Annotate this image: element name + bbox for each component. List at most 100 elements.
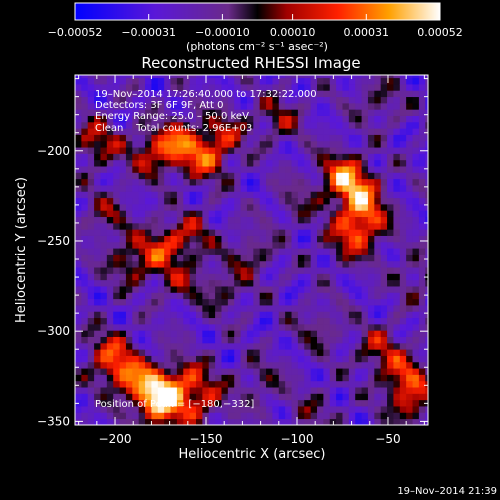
heatmap-cell <box>278 418 286 425</box>
heatmap-cell <box>348 399 356 407</box>
heatmap-cell <box>189 84 197 91</box>
heatmap-cell <box>246 406 254 413</box>
heatmap-cell <box>387 102 394 110</box>
heatmap-cell <box>253 185 261 192</box>
heatmap-cell <box>329 292 337 300</box>
heatmap-cell <box>393 317 401 325</box>
heatmap-cell <box>310 399 318 407</box>
heatmap-cell <box>418 355 426 363</box>
heatmap-cell <box>304 298 312 306</box>
heatmap-cell <box>361 121 369 129</box>
heatmap-cell <box>323 166 331 173</box>
heatmap-cell <box>81 159 89 167</box>
heatmap-cell <box>259 216 267 224</box>
heatmap-cell <box>291 84 299 91</box>
heatmap-cell <box>297 323 305 331</box>
heatmap-cell <box>183 102 191 110</box>
heatmap-cell <box>106 90 114 98</box>
heatmap-cell <box>272 254 280 262</box>
heatmap-cell <box>317 305 324 312</box>
heatmap-cell <box>240 336 248 344</box>
heatmap-cell <box>348 102 356 110</box>
heatmap-cell <box>202 311 210 319</box>
heatmap-cell <box>240 368 248 375</box>
heatmap-cell <box>138 203 146 211</box>
heatmap-cell <box>196 128 203 135</box>
heatmap-cell <box>266 380 273 388</box>
heatmap-cell <box>87 235 95 243</box>
heatmap-cell <box>119 380 127 388</box>
heatmap-cell <box>272 393 280 401</box>
heatmap-cell <box>164 305 171 312</box>
heatmap-cell <box>253 159 261 167</box>
heatmap-cell <box>285 84 292 91</box>
heatmap-cell <box>119 172 127 180</box>
heatmap-cell <box>310 317 318 325</box>
heatmap-cell <box>113 96 120 104</box>
heatmap-cell <box>234 305 241 312</box>
heatmap-cell <box>164 279 171 287</box>
heatmap-cell <box>215 115 222 123</box>
heatmap-cell <box>399 336 407 344</box>
heatmap-cell <box>94 147 101 154</box>
heatmap-cell <box>227 216 235 224</box>
heatmap-cell <box>221 342 229 350</box>
heatmap-cell <box>221 393 229 401</box>
heatmap-cell <box>259 248 267 255</box>
heatmap-cell <box>132 349 140 356</box>
heatmap-cell <box>132 229 140 236</box>
heatmap-cell <box>196 77 203 85</box>
heatmap-cell <box>202 317 210 325</box>
heatmap-cell <box>151 96 159 104</box>
heatmap-cell <box>176 197 184 205</box>
heatmap-cell <box>412 235 420 243</box>
heatmap-cell <box>183 279 191 287</box>
heatmap-cell <box>176 349 184 356</box>
heatmap-cell <box>412 361 420 369</box>
heatmap-cell <box>342 75 350 79</box>
heatmap-cell <box>125 75 133 79</box>
heatmap-cell <box>304 336 312 344</box>
heatmap-cell <box>145 134 152 142</box>
heatmap-cell <box>176 412 184 420</box>
heatmap-cell <box>310 203 318 211</box>
heatmap-cell <box>418 380 426 388</box>
heatmap-cell <box>387 203 394 211</box>
heatmap-cell <box>94 387 101 394</box>
heatmap-cell <box>189 178 197 186</box>
heatmap-cell <box>342 267 350 274</box>
heatmap-cell <box>145 203 152 211</box>
heatmap-cell <box>125 248 133 255</box>
heatmap-cell <box>106 380 114 388</box>
heatmap-cell <box>189 147 197 154</box>
heatmap-cell <box>342 210 350 218</box>
heatmap-cell <box>406 248 413 255</box>
heatmap-cell <box>227 229 235 236</box>
heatmap-cell <box>310 330 318 337</box>
heatmap-cell <box>253 75 261 79</box>
heatmap-cell <box>361 380 369 388</box>
heatmap-cell <box>412 273 420 281</box>
heatmap-cell <box>361 191 369 199</box>
heatmap-cell <box>259 203 267 211</box>
heatmap-cell <box>374 342 382 350</box>
heatmap-cell <box>361 235 369 243</box>
heatmap-cell <box>132 140 140 148</box>
heatmap-cell <box>329 140 337 148</box>
heatmap-cell <box>221 166 229 173</box>
heatmap-cell <box>266 185 273 192</box>
heatmap-cell <box>164 197 171 205</box>
heatmap-cell <box>106 241 114 249</box>
heatmap-cell <box>418 336 426 344</box>
heatmap-cell <box>81 336 89 344</box>
heatmap-cell <box>393 305 401 312</box>
heatmap-cell <box>278 349 286 356</box>
heatmap-cell <box>310 349 318 356</box>
heatmap-cell <box>367 241 375 249</box>
heatmap-cell <box>297 210 305 218</box>
heatmap-cell <box>272 84 280 91</box>
heatmap-cell <box>387 121 394 129</box>
heatmap-cell <box>323 191 331 199</box>
heatmap-cell <box>266 191 273 199</box>
heatmap-cell <box>100 342 108 350</box>
